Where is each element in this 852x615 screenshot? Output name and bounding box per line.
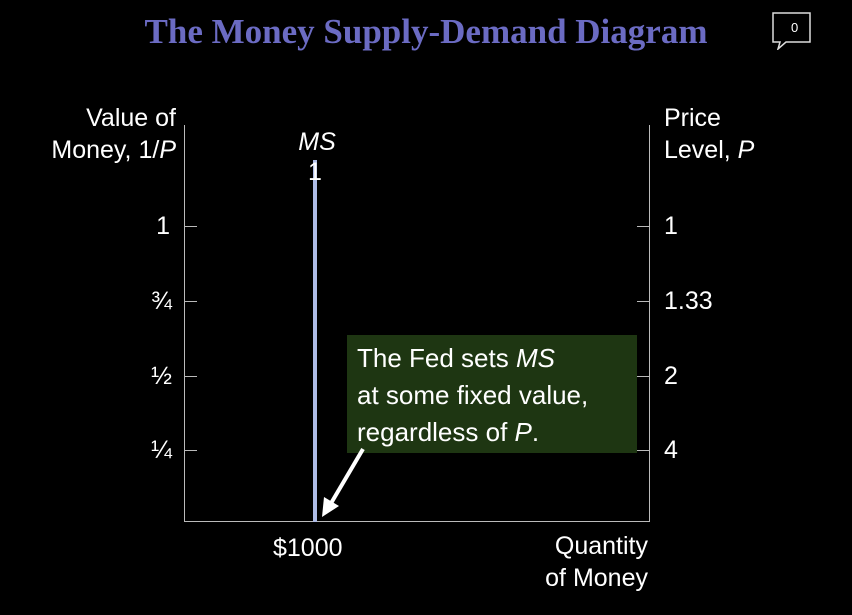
right-tick-mark-2 [637,301,649,302]
left-tick-mark-3 [185,376,197,377]
x-axis-label-line1: Quantity [554,532,648,560]
left-axis-label-line2: Money, 1/P [51,136,176,164]
x-axis-label: Quantity of Money [500,530,648,594]
right-axis-line [649,125,650,522]
ms-label: MS 1 [292,128,342,186]
callout-line1: The Fed sets MS [357,343,555,373]
left-tick-label-4: ¼ [151,436,172,464]
right-axis-label: Price Level, P [664,102,814,166]
right-axis-label-line1: Price [664,104,721,132]
right-tick-label-4: 4 [664,436,678,464]
right-tick-label-3: 2 [664,362,678,390]
right-tick-label-1: 1 [664,212,678,240]
right-tick-label-2: 1.33 [664,287,713,315]
right-tick-mark-1 [637,226,649,227]
left-axis-line [184,125,185,522]
ms-label-main: MS [298,128,336,156]
left-tick-mark-2 [185,301,197,302]
callout-arrow-icon [322,447,365,517]
left-tick-label-2: ¾ [151,287,172,315]
money-supply-line [313,160,317,522]
right-tick-mark-4 [637,450,649,451]
left-axis-label-line1: Value of [86,104,176,132]
right-tick-mark-3 [637,376,649,377]
x-axis-label-line2: of Money [545,564,648,592]
callout-line3: regardless of P. [357,417,540,447]
left-axis-label: Value of Money, 1/P [20,102,176,166]
left-tick-label-3: ½ [151,362,172,390]
ms-label-subscript: 1 [308,158,322,186]
x-tick-label: $1000 [273,534,343,562]
comment-icon[interactable] [772,12,812,50]
callout-line2: at some fixed value, [357,380,589,410]
right-axis-label-line2: Level, P [664,136,755,164]
left-tick-label-1: 1 [156,212,170,240]
comment-count: 0 [791,20,799,35]
left-tick-mark-1 [185,226,197,227]
left-tick-mark-4 [185,450,197,451]
slide-title: The Money Supply-Demand Diagram [144,12,708,51]
x-axis-line [184,521,650,522]
callout-box: The Fed sets MS at some fixed value, reg… [347,335,637,453]
